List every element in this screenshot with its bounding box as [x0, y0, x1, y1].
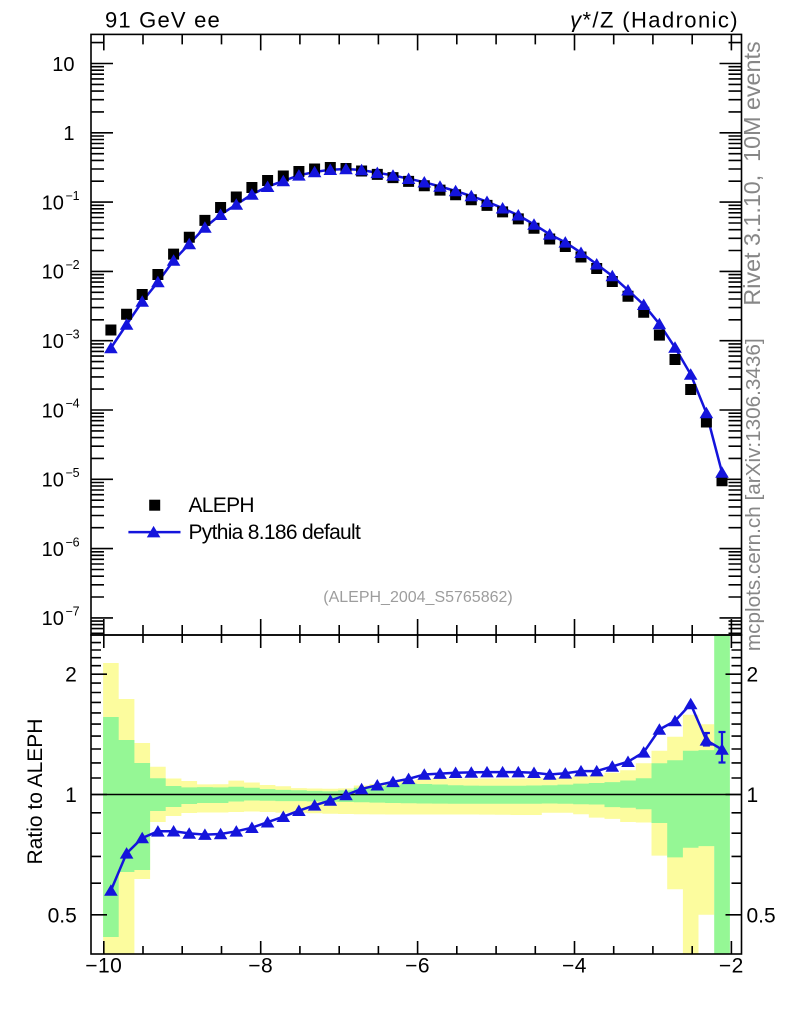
svg-text:10: 10 — [42, 539, 64, 561]
svg-text:10: 10 — [42, 608, 64, 630]
svg-text:Rivet 3.1.10, 10M events: Rivet 3.1.10, 10M events — [739, 41, 765, 305]
svg-text:10: 10 — [52, 54, 74, 76]
svg-text:−8: −8 — [248, 955, 273, 978]
svg-text:10: 10 — [42, 262, 64, 284]
svg-text:10: 10 — [42, 470, 64, 492]
svg-text:91 GeV ee: 91 GeV ee — [105, 8, 221, 33]
svg-text:2: 2 — [65, 664, 77, 687]
svg-text:10: 10 — [42, 400, 64, 422]
svg-text:10: 10 — [42, 192, 64, 214]
svg-text:−6: −6 — [405, 955, 430, 978]
svg-text:−6: −6 — [66, 535, 80, 549]
svg-text:−5: −5 — [66, 466, 80, 480]
svg-text:Pythia 8.186 default: Pythia 8.186 default — [189, 521, 362, 544]
svg-text:−4: −4 — [66, 397, 80, 411]
svg-text:10: 10 — [42, 331, 64, 353]
svg-text:−2: −2 — [719, 955, 744, 978]
svg-text:−1: −1 — [66, 189, 80, 203]
svg-text:mcplots.cern.ch [arXiv:1306.34: mcplots.cern.ch [arXiv:1306.3436] — [742, 338, 765, 651]
svg-text:0.5: 0.5 — [48, 904, 77, 927]
svg-text:1: 1 — [63, 123, 74, 145]
svg-text:γ*/Z (Hadronic): γ*/Z (Hadronic) — [570, 8, 739, 33]
svg-text:Ratio to ALEPH: Ratio to ALEPH — [24, 719, 47, 865]
svg-text:−7: −7 — [66, 605, 80, 619]
svg-text:−3: −3 — [66, 327, 80, 341]
svg-text:−4: −4 — [562, 955, 587, 978]
svg-text:(ALEPH_2004_S5765862): (ALEPH_2004_S5765862) — [323, 589, 512, 606]
svg-text:1: 1 — [747, 784, 759, 807]
svg-text:ALEPH: ALEPH — [189, 494, 254, 517]
svg-text:−2: −2 — [66, 258, 80, 272]
svg-text:2: 2 — [747, 664, 759, 687]
svg-text:1: 1 — [65, 784, 77, 807]
svg-text:0.5: 0.5 — [747, 904, 776, 927]
svg-text:−10: −10 — [85, 955, 122, 978]
